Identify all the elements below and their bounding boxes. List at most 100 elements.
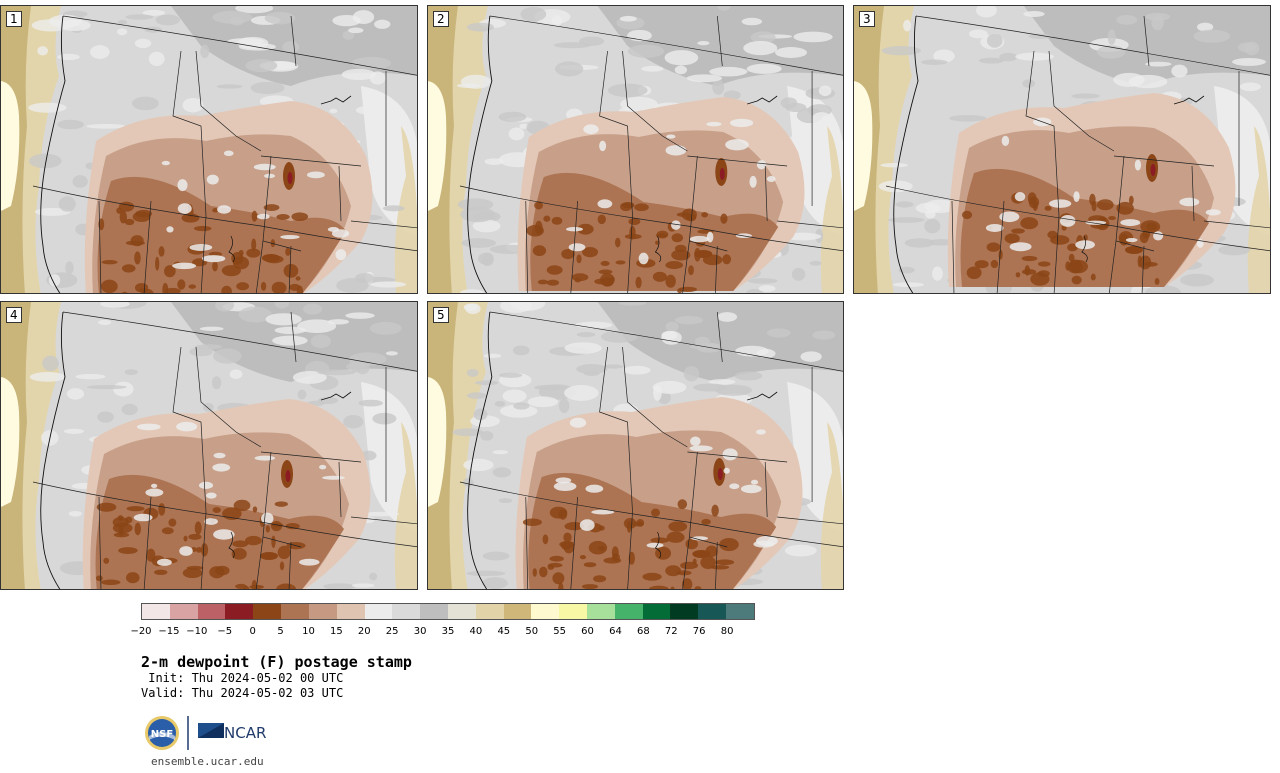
terrain-speckle [68, 510, 82, 517]
terrain-speckle [329, 108, 338, 114]
colorbar-tick-label: −10 [186, 626, 208, 637]
very-dry-spot [558, 509, 568, 520]
moist-patch [1073, 191, 1080, 203]
boundary-line [764, 461, 768, 518]
colorbar-cell [698, 604, 727, 619]
terrain-speckle [72, 175, 88, 188]
terrain-speckle [310, 334, 331, 349]
terrain-speckle [460, 206, 495, 223]
very-dry-spot [600, 260, 610, 267]
terrain-speckle [351, 56, 391, 70]
terrain-speckle [211, 376, 222, 390]
colorbar-cell [364, 604, 393, 619]
terrain-speckle [461, 238, 497, 248]
terrain-speckle [352, 10, 375, 25]
logos: NSF NCAR [145, 716, 266, 750]
eastern-moist-region [394, 422, 417, 589]
very-dry-spot [130, 235, 144, 247]
terrain-speckle [904, 238, 935, 248]
very-dry-spot [600, 273, 615, 287]
terrain-speckle [498, 111, 527, 123]
very-dry-spot [212, 261, 218, 272]
boundary-line [622, 50, 688, 152]
boundary-line [599, 346, 633, 513]
terrain-speckle [932, 266, 943, 281]
very-dry-spot [95, 575, 103, 582]
moist-patch [725, 139, 749, 151]
dewpoint-map-2 [428, 6, 843, 293]
boundary-line [172, 50, 207, 217]
terrain-speckle [323, 583, 356, 589]
very-dry-spot [582, 584, 599, 589]
boundary-line [525, 200, 529, 293]
terrain-speckle [348, 27, 364, 34]
terrain-speckle [98, 319, 112, 325]
dry-air-region [84, 101, 373, 293]
terrain-speckle [460, 289, 484, 293]
moist-patch [1049, 199, 1072, 208]
very-dry-spot [692, 550, 711, 558]
moist-patch [568, 243, 586, 252]
terrain-speckle [272, 335, 308, 346]
very-dry-spot [274, 501, 288, 507]
terrain-speckle [203, 402, 214, 412]
boundary-line [143, 200, 152, 293]
terrain-speckle [712, 79, 725, 95]
dewpoint-map-3 [854, 6, 1270, 293]
colorbar-cell [726, 604, 754, 619]
very-dry-spot [1137, 255, 1142, 268]
terrain-speckle [235, 6, 274, 14]
very-dry-spot [113, 532, 130, 538]
boundary-line [1141, 245, 1145, 293]
terrain-speckle [508, 127, 525, 141]
moist-patch [223, 150, 234, 157]
terrain-speckle [802, 468, 815, 481]
boundary-line [62, 15, 417, 76]
very-dry-spot [597, 214, 606, 225]
very-dry-spot [232, 540, 249, 548]
terrain-speckle [500, 302, 532, 313]
boundary-line [143, 496, 152, 589]
very-dry-spot [181, 213, 200, 223]
moist-patch [204, 518, 218, 525]
very-dry-spot [559, 540, 575, 548]
terrain-speckle [627, 44, 665, 58]
moist-patch [1134, 159, 1142, 171]
terrain-speckle [527, 396, 559, 408]
terrain-speckle [683, 365, 700, 382]
terrain-speckle [895, 201, 914, 208]
terrain-speckle [579, 36, 605, 46]
very-dry-spot [974, 260, 989, 269]
coastline [467, 15, 493, 293]
very-dry-spot [164, 287, 181, 293]
eastern-moist-region [820, 126, 843, 293]
colorbar-cell [642, 604, 671, 619]
terrain-speckle [558, 398, 570, 414]
very-dry-spot [245, 535, 262, 546]
terrain-speckle [661, 330, 682, 345]
terrain-speckle [372, 412, 397, 425]
very-dry-spot [671, 233, 684, 243]
terrain-speckle [949, 114, 987, 122]
terrain-speckle [674, 315, 704, 325]
terrain-speckle [928, 239, 954, 246]
moist-patch [1205, 209, 1221, 216]
map-panel-3: 3 [853, 5, 1271, 294]
terrain-speckle [142, 9, 166, 16]
colorbar-cell [447, 604, 476, 619]
boundary-line [200, 511, 207, 589]
very-dry-spot [1139, 231, 1149, 244]
moist-patch [689, 235, 710, 243]
very-dry-spot [611, 553, 621, 562]
very-dry-spot [155, 256, 160, 271]
boundary-line [599, 50, 633, 217]
very-dry-spot [546, 265, 563, 275]
boundary-line [622, 346, 688, 448]
terrain-speckle [370, 281, 407, 288]
very-dry-spot [168, 518, 177, 527]
colorbar-tick-label: 10 [302, 626, 315, 637]
moist-patch [263, 173, 276, 179]
terrain-speckle [466, 368, 479, 377]
map-panel-1: 1 [0, 5, 418, 294]
colorbar-tick-label: 25 [385, 626, 399, 637]
